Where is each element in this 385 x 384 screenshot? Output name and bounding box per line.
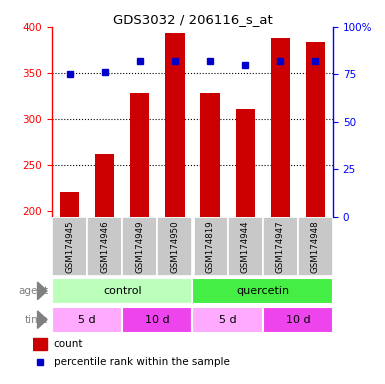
Text: percentile rank within the sample: percentile rank within the sample	[54, 357, 229, 367]
Text: 10 d: 10 d	[145, 314, 170, 325]
Bar	[95, 154, 114, 217]
Text: GSM174949: GSM174949	[135, 220, 144, 273]
Text: 5 d: 5 d	[78, 314, 96, 325]
Bar	[87, 217, 122, 276]
Bar	[60, 192, 79, 217]
Text: count: count	[54, 339, 83, 349]
Text: GSM174944: GSM174944	[241, 220, 250, 273]
Bar	[306, 43, 325, 217]
Bar	[165, 33, 184, 217]
Bar	[271, 38, 290, 217]
Bar	[228, 217, 263, 276]
Bar	[192, 278, 333, 304]
Bar	[52, 278, 192, 304]
Text: 10 d: 10 d	[286, 314, 310, 325]
Bar	[236, 109, 255, 217]
Bar	[192, 307, 263, 333]
Text: GSM174946: GSM174946	[100, 220, 109, 273]
Bar	[263, 307, 333, 333]
Polygon shape	[38, 282, 47, 300]
Bar	[52, 217, 87, 276]
Title: GDS3032 / 206116_s_at: GDS3032 / 206116_s_at	[113, 13, 272, 26]
Text: control: control	[103, 286, 142, 296]
Bar	[130, 93, 149, 217]
Bar	[192, 217, 228, 276]
Text: GSM174819: GSM174819	[206, 220, 214, 273]
Polygon shape	[38, 311, 47, 328]
Bar	[52, 307, 122, 333]
Bar	[201, 93, 220, 217]
Text: time: time	[25, 314, 48, 325]
Bar	[298, 217, 333, 276]
Text: GSM174950: GSM174950	[171, 220, 179, 273]
Bar	[33, 338, 47, 350]
Text: GSM174947: GSM174947	[276, 220, 285, 273]
Text: GSM174948: GSM174948	[311, 220, 320, 273]
Text: GSM174945: GSM174945	[65, 220, 74, 273]
Bar	[122, 217, 157, 276]
Bar	[157, 217, 192, 276]
Text: quercetin: quercetin	[236, 286, 289, 296]
Text: agent: agent	[18, 286, 48, 296]
Text: 5 d: 5 d	[219, 314, 236, 325]
Bar	[122, 307, 192, 333]
Bar	[263, 217, 298, 276]
